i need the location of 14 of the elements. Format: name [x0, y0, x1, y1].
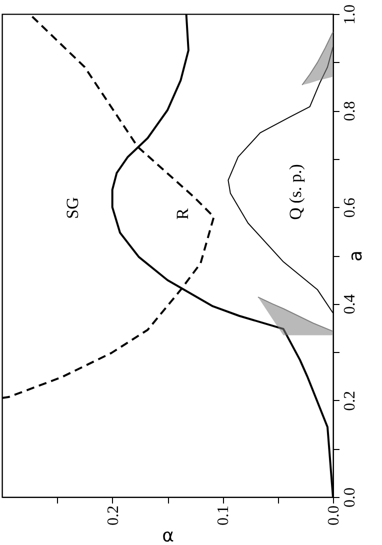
y-tick-label: 0.0 [342, 488, 358, 508]
y-tick-label: 0.2 [342, 390, 358, 411]
x-axis-title: α [162, 526, 174, 545]
y-tick-label: 0.8 [342, 101, 358, 122]
x-tick-label: 0.0 [326, 506, 342, 526]
annotation: SG [63, 197, 82, 219]
annotation: Q (s. p.) [286, 164, 305, 220]
y-tick-label: 1.0 [342, 4, 358, 24]
y-axis-title: a [346, 250, 366, 262]
x-tick-label: 0.2 [104, 506, 122, 526]
y-tick-label: 0.6 [342, 198, 358, 218]
y-tick-label: 0.4 [342, 294, 358, 314]
x-tick-label: 0.1 [215, 506, 232, 526]
annotation: R [173, 208, 192, 220]
